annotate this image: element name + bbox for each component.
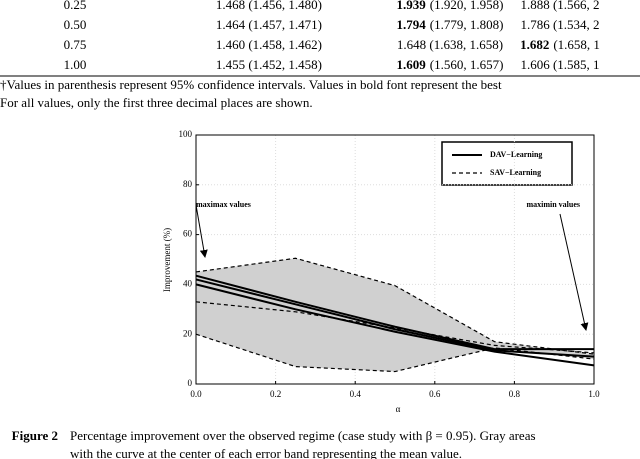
y-tick-label: 0 xyxy=(188,378,193,388)
interval: (1.560, 1.657) xyxy=(430,57,504,72)
series-line xyxy=(195,333,595,373)
table-cell: 0.25 xyxy=(64,0,87,12)
bold-value: 1.939 xyxy=(397,0,427,12)
cell-text: 1.464 (1.457, 1.471) xyxy=(216,17,322,32)
bold-value: 1.794 xyxy=(397,17,427,32)
legend-label: SAV−Learning xyxy=(490,168,541,177)
caption-text: with the curve at the center of each err… xyxy=(70,446,462,459)
series-line xyxy=(195,257,595,355)
x-tick-label: 0.2 xyxy=(270,389,281,399)
interval: (1.779, 1.808) xyxy=(430,17,504,32)
cell-text: 1.460 (1.458, 1.462) xyxy=(216,37,322,52)
caption-label: Figure 2 xyxy=(12,428,58,443)
x-tick-label: 0.4 xyxy=(350,389,362,399)
table-cell: 1.468 (1.456, 1.480) xyxy=(216,0,322,12)
table-cell: 1.648 (1.638, 1.658) xyxy=(397,37,503,52)
cell-text: 1.00 xyxy=(64,57,87,72)
annotation: maximax values xyxy=(196,200,251,209)
legend-label: DAV−Learning xyxy=(490,150,542,159)
interval: (1.658, 1 xyxy=(553,37,600,52)
series-line xyxy=(195,278,595,358)
table-cell: 1.609 (1.560, 1.657) xyxy=(397,57,504,72)
y-tick-label: 100 xyxy=(179,129,193,139)
table-cell: 1.939 (1.920, 1.958) xyxy=(397,0,504,12)
table-cell: 1.606 (1.585, 1 xyxy=(520,57,599,72)
cell-text: 1.468 (1.456, 1.480) xyxy=(216,0,322,12)
table-cell: 1.794 (1.779, 1.808) xyxy=(397,17,504,32)
table-cell: 0.50 xyxy=(64,17,87,32)
x-tick-label: 0.8 xyxy=(509,389,521,399)
footnote: †Values in parenthesis represent 95% con… xyxy=(0,77,502,92)
cell-text: 0.50 xyxy=(64,17,87,32)
table-cell: 1.464 (1.457, 1.471) xyxy=(216,17,322,32)
series-line xyxy=(195,283,595,367)
table-cell: 1.786 (1.534, 2 xyxy=(520,17,599,32)
table-cell: 1.00 xyxy=(64,57,87,72)
y-tick-label: 60 xyxy=(183,229,193,239)
bold-value: 1.609 xyxy=(397,57,427,72)
arrow xyxy=(559,213,589,331)
y-tick-label: 40 xyxy=(183,278,193,288)
cell-text: 0.75 xyxy=(64,37,87,52)
table-cell: 1.455 (1.452, 1.458) xyxy=(216,57,322,72)
bold-value: 1.682 xyxy=(520,37,549,52)
cell-text: 1.455 (1.452, 1.458) xyxy=(216,57,322,72)
x-axis-label: α xyxy=(396,404,401,414)
arrow xyxy=(195,204,208,258)
table-cell: 0.75 xyxy=(64,37,87,52)
table-cell: 1.682 (1.658, 1 xyxy=(520,37,600,52)
cell-text: 1.648 (1.638, 1.658) xyxy=(397,37,503,52)
table-cell: 1.460 (1.458, 1.462) xyxy=(216,37,322,52)
annotation: maximin values xyxy=(526,200,580,209)
cell-text: 1.888 (1.566, 2 xyxy=(520,0,599,12)
x-tick-label: 0.0 xyxy=(190,389,202,399)
cell-text: 1.606 (1.585, 1 xyxy=(520,57,599,72)
cell-text: 1.786 (1.534, 2 xyxy=(520,17,599,32)
y-tick-label: 20 xyxy=(183,328,193,338)
footnote: For all values, only the first three dec… xyxy=(0,95,313,110)
y-tick-label: 80 xyxy=(183,179,193,189)
cell-text: 0.25 xyxy=(64,0,87,12)
legend-box xyxy=(441,141,573,186)
x-tick-label: 1.0 xyxy=(588,389,600,399)
series-line xyxy=(195,301,595,354)
series-line xyxy=(195,274,594,351)
y-axis-label: Improvement (%) xyxy=(162,228,172,292)
plot-frame xyxy=(195,134,595,385)
error-band xyxy=(196,258,594,372)
caption-text: Percentage improvement over the observed… xyxy=(70,428,536,443)
x-tick-label: 0.6 xyxy=(429,389,441,399)
table-cell: 1.888 (1.566, 2 xyxy=(520,0,599,12)
interval: (1.920, 1.958) xyxy=(430,0,504,12)
